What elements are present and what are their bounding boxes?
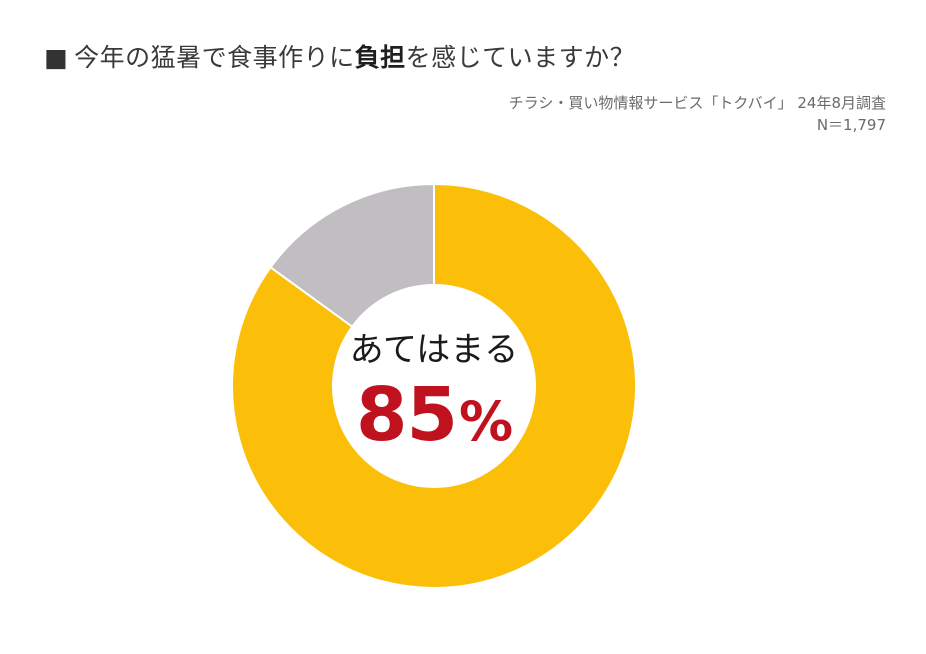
donut-slice-2 [269, 182, 435, 329]
center-value: 85% [334, 372, 534, 458]
source-note: チラシ・買い物情報サービス「トクバイ」 24年8月調査 N＝1,797 [509, 92, 886, 136]
center-value-unit: % [458, 390, 513, 453]
sample-size: N＝1,797 [816, 116, 886, 134]
center-label: あてはまる [349, 330, 519, 370]
title-text-after: を感じていますか？ [405, 43, 636, 72]
donut-slice-1 [231, 182, 637, 589]
title-bullet: ■ [44, 43, 69, 72]
title-text-emphasis: 負担 [354, 43, 406, 72]
center-value-number: 85 [355, 372, 458, 458]
chart-title: ■ 今年の猛暑で食事作りに負担を感じていますか？ [44, 38, 635, 74]
source-line: チラシ・買い物情報サービス「トクバイ」 24年8月調査 [508, 94, 886, 112]
title-text-before: 今年の猛暑で食事作りに [74, 43, 355, 72]
